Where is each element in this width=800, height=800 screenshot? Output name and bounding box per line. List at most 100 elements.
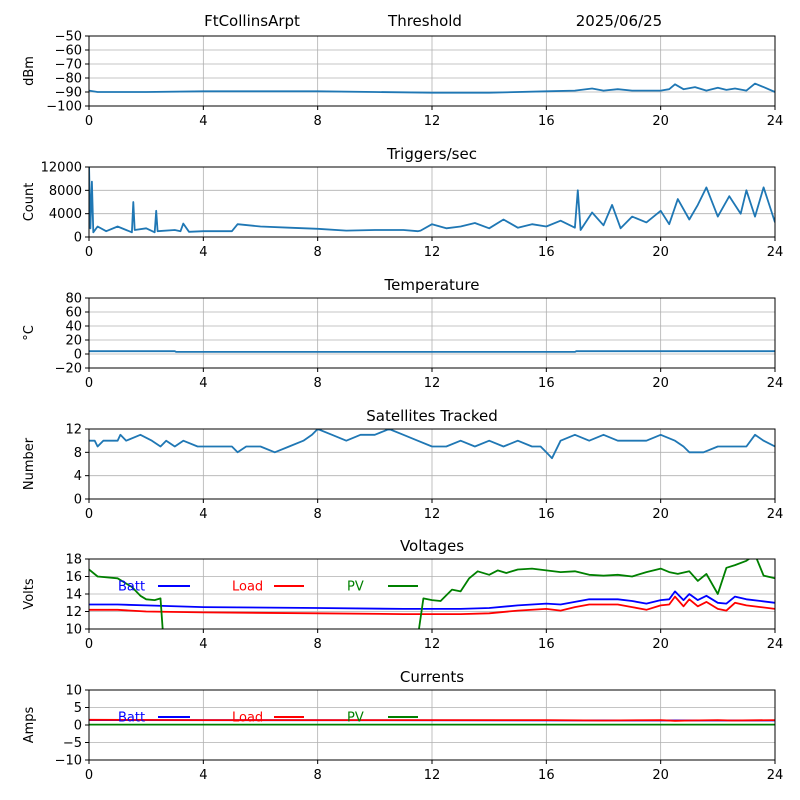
x-tick-label: 8 — [314, 768, 322, 783]
x-tick-label: 20 — [652, 376, 669, 391]
series-line-satellites-0 — [89, 429, 775, 460]
y-tick-label: −50 — [55, 30, 82, 45]
x-tick-label: 12 — [424, 637, 441, 652]
x-tick-label: 20 — [652, 114, 669, 129]
panel-title: Temperature — [383, 276, 479, 294]
x-tick-label: 20 — [652, 245, 669, 260]
y-tick-label: 12000 — [41, 161, 82, 176]
x-tick-label: 4 — [199, 507, 207, 522]
series-line-voltages-0 — [89, 590, 775, 610]
panel-title: Voltages — [400, 537, 464, 555]
x-tick-label: 0 — [85, 637, 93, 652]
y-tick-label: 80 — [65, 292, 82, 307]
x-tick-label: 24 — [767, 768, 784, 783]
x-tick-label: 12 — [424, 114, 441, 129]
x-tick-label: 0 — [85, 507, 93, 522]
y-axis-label: Number — [22, 437, 37, 490]
header: FtCollinsArpt Threshold 2025/06/25 — [204, 12, 662, 30]
x-tick-label: 24 — [767, 507, 784, 522]
x-tick-label: 0 — [85, 245, 93, 260]
panel-title: Currents — [400, 668, 464, 686]
y-tick-label: −100 — [46, 100, 82, 115]
x-tick-label: 4 — [199, 768, 207, 783]
y-tick-label: 0 — [74, 719, 82, 734]
y-tick-label: 12 — [65, 423, 82, 438]
y-tick-label: −10 — [55, 754, 82, 769]
series-line-triggers-0 — [89, 167, 775, 234]
x-tick-label: 8 — [314, 376, 322, 391]
legend-label-pv: PV — [347, 580, 364, 595]
y-tick-label: 14 — [65, 588, 82, 603]
x-tick-label: 8 — [314, 114, 322, 129]
series-line-currents-1 — [89, 718, 775, 722]
legend-label-batt: Batt — [118, 711, 145, 726]
x-tick-label: 12 — [424, 245, 441, 260]
y-tick-label: 4000 — [49, 207, 82, 222]
y-tick-label: 0 — [74, 231, 82, 246]
series-line-voltages-2 — [89, 559, 775, 629]
x-tick-label: 8 — [314, 637, 322, 652]
station-name: FtCollinsArpt — [204, 12, 300, 30]
x-tick-label: 8 — [314, 507, 322, 522]
x-tick-label: 4 — [199, 637, 207, 652]
y-axis-label: Count — [22, 183, 37, 222]
y-tick-label: −90 — [55, 86, 82, 101]
x-tick-label: 24 — [767, 637, 784, 652]
y-tick-label: 10 — [65, 623, 82, 638]
panel-title: Triggers/sec — [386, 145, 477, 163]
y-axis-label: dBm — [22, 56, 37, 86]
panel-triggers: Triggers/sec 12000 8000 4000 00 4 8 12 16 20 24 Cou… — [22, 145, 783, 260]
legend-label-load: Load — [232, 580, 263, 595]
x-tick-label: 16 — [538, 376, 555, 391]
x-tick-label: 12 — [424, 376, 441, 391]
y-axis-label: °C — [22, 325, 37, 341]
y-axis-label: Volts — [22, 578, 37, 610]
y-tick-label: 0 — [74, 493, 82, 508]
x-tick-label: 20 — [652, 637, 669, 652]
y-tick-label: 8 — [74, 446, 82, 461]
panel-title: Satellites Tracked — [366, 407, 497, 425]
date-label: 2025/06/25 — [576, 12, 662, 30]
y-tick-label: −5 — [63, 736, 82, 751]
y-tick-label: −70 — [55, 58, 82, 73]
legend-label-batt: Batt — [118, 580, 145, 595]
x-tick-label: 12 — [424, 768, 441, 783]
x-tick-label: 24 — [767, 245, 784, 260]
y-tick-label: −80 — [55, 72, 82, 87]
y-tick-label: −20 — [55, 362, 82, 377]
y-axis-label: Amps — [22, 706, 37, 743]
x-tick-label: 0 — [85, 376, 93, 391]
x-tick-label: 0 — [85, 114, 93, 129]
series-line-threshold-0 — [89, 82, 775, 94]
y-tick-label: 18 — [65, 553, 82, 568]
x-tick-label: 24 — [767, 114, 784, 129]
y-tick-label: 40 — [65, 320, 82, 335]
x-tick-label: 20 — [652, 768, 669, 783]
x-tick-label: 24 — [767, 376, 784, 391]
series-line-voltages-1 — [89, 595, 775, 615]
panel-voltages: Voltages 18 16 14 12 100 4 8 12 16 20 24 Volts Batt Lo… — [22, 537, 783, 652]
x-tick-label: 0 — [85, 768, 93, 783]
y-tick-label: 5 — [74, 701, 82, 716]
panel-satellites: Satellites Tracked 12 8 4 00 4 8 12 16 20 24 Number — [22, 407, 783, 522]
x-tick-label: 16 — [538, 768, 555, 783]
legend-label-load: Load — [232, 711, 263, 726]
series-line-temperature-0 — [89, 350, 775, 353]
x-tick-label: 8 — [314, 245, 322, 260]
x-tick-label: 4 — [199, 376, 207, 391]
x-tick-label: 12 — [424, 507, 441, 522]
threshold-label: Threshold — [387, 12, 462, 30]
x-tick-label: 16 — [538, 245, 555, 260]
x-tick-label: 4 — [199, 114, 207, 129]
y-tick-label: 0 — [74, 348, 82, 363]
y-tick-label: 8000 — [49, 184, 82, 199]
x-tick-label: 4 — [199, 245, 207, 260]
y-tick-label: 60 — [65, 306, 82, 321]
x-tick-label: 16 — [538, 114, 555, 129]
x-tick-label: 16 — [538, 507, 555, 522]
y-tick-label: 12 — [65, 605, 82, 620]
legend-label-pv: PV — [347, 711, 364, 726]
